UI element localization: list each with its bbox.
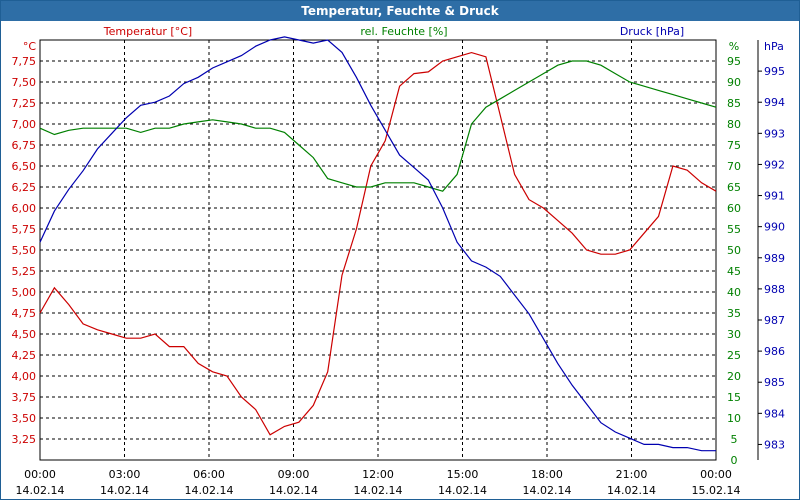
humidity-tick-label: 55 xyxy=(727,223,741,236)
temperature-tick-label: 6,75 xyxy=(12,139,37,152)
humidity-tick-label: 30 xyxy=(727,328,741,341)
humidity-tick-label: 45 xyxy=(727,265,741,278)
humidity-tick-label: 20 xyxy=(727,370,741,383)
pressure-tick-label: 995 xyxy=(764,65,785,78)
x-tick-time: 06:00 xyxy=(193,468,225,481)
humidity-unit-label: % xyxy=(729,40,739,53)
x-tick-date: 14.02.14 xyxy=(185,484,234,497)
x-tick-time: 12:00 xyxy=(362,468,394,481)
humidity-tick-label: 85 xyxy=(727,97,741,110)
pressure-tick-label: 992 xyxy=(764,158,785,171)
temperature-tick-label: 7,00 xyxy=(12,118,37,131)
humidity-tick-label: 10 xyxy=(727,412,741,425)
x-tick-date: 14.02.14 xyxy=(438,484,487,497)
chart-series xyxy=(39,36,717,452)
x-tick-date: 14.02.14 xyxy=(269,484,318,497)
chart-axis-labels: Temperatur [°C] rel. Feuchte [%] Druck [hP… xyxy=(103,25,684,38)
pressure-tick-label: 987 xyxy=(764,314,785,327)
pressure-tick-label: 983 xyxy=(764,438,785,451)
pressure-tick-label: 991 xyxy=(764,190,785,203)
temperature-tick-label: 6,25 xyxy=(12,181,37,194)
x-tick-time: 03:00 xyxy=(109,468,141,481)
temperature-tick-label: 5,50 xyxy=(12,244,37,257)
humidity-tick-label: 35 xyxy=(727,307,741,320)
x-tick-time: 00:00 xyxy=(24,468,56,481)
humidity-tick-label: 0 xyxy=(731,454,738,467)
humidity-axis-label: rel. Feuchte [%] xyxy=(360,25,447,38)
temperature-tick-label: 7,50 xyxy=(12,76,37,89)
humidity-tick-label: 95 xyxy=(727,55,741,68)
series-line-temperature xyxy=(39,51,717,436)
temperature-tick-label: 6,00 xyxy=(12,202,37,215)
temperature-axis-label: Temperatur [°C] xyxy=(103,25,192,38)
temperature-tick-label: 4,25 xyxy=(12,349,37,362)
humidity-tick-label: 80 xyxy=(727,118,741,131)
x-tick-date: 14.02.14 xyxy=(607,484,656,497)
series-line-humidity xyxy=(39,60,717,192)
x-tick-time: 09:00 xyxy=(278,468,310,481)
temperature-tick-label: 5,25 xyxy=(12,265,37,278)
x-tick-time: 15:00 xyxy=(447,468,479,481)
pressure-tick-label: 994 xyxy=(764,96,785,109)
temperature-tick-label: 6,50 xyxy=(12,160,37,173)
humidity-tick-label: 40 xyxy=(727,286,741,299)
humidity-tick-label: 60 xyxy=(727,202,741,215)
temperature-tick-label: 5,75 xyxy=(12,223,37,236)
humidity-tick-label: 25 xyxy=(727,349,741,362)
window-title: Temperatur, Feuchte & Druck xyxy=(1,1,799,21)
x-tick-date: 15.02.14 xyxy=(692,484,741,497)
pressure-tick-label: 986 xyxy=(764,345,785,358)
pressure-axis-label: Druck [hPa] xyxy=(620,25,684,38)
chart-ticks: 0 5 10 15 20 25 30 35 40 45 50 55 60 65 70 75 80 85 90 95 3,… xyxy=(12,40,786,497)
humidity-tick-label: 75 xyxy=(727,139,741,152)
temperature-tick-label: 3,75 xyxy=(12,391,37,404)
pressure-tick-label: 984 xyxy=(764,407,785,420)
humidity-tick-label: 15 xyxy=(727,391,741,404)
humidity-tick-label: 5 xyxy=(731,433,738,446)
humidity-tick-label: 70 xyxy=(727,160,741,173)
temperature-tick-label: 3,25 xyxy=(12,433,37,446)
temperature-tick-label: 5,00 xyxy=(12,286,37,299)
pressure-unit-label: hPa xyxy=(764,40,784,53)
x-tick-time: 21:00 xyxy=(616,468,648,481)
series-line-pressure xyxy=(39,36,716,452)
x-tick-date: 14.02.14 xyxy=(523,484,572,497)
humidity-tick-label: 90 xyxy=(727,76,741,89)
temperature-tick-label: 7,75 xyxy=(12,55,37,68)
x-tick-date: 14.02.14 xyxy=(354,484,403,497)
pressure-tick-label: 988 xyxy=(764,283,785,296)
pressure-tick-label: 990 xyxy=(764,221,785,234)
x-tick-date: 14.02.14 xyxy=(100,484,149,497)
pressure-tick-label: 993 xyxy=(764,127,785,140)
x-tick-time: 00:00 xyxy=(700,468,732,481)
x-tick-time: 18:00 xyxy=(531,468,563,481)
temperature-tick-label: 7,25 xyxy=(12,97,37,110)
temperature-tick-label: 4,00 xyxy=(12,370,37,383)
temperature-tick-label: 4,75 xyxy=(12,307,37,320)
humidity-tick-label: 50 xyxy=(727,244,741,257)
chart-grid xyxy=(39,39,762,461)
humidity-tick-label: 65 xyxy=(727,181,741,194)
pressure-tick-label: 985 xyxy=(764,376,785,389)
temperature-tick-label: 3,50 xyxy=(12,412,37,425)
x-tick-date: 14.02.14 xyxy=(16,484,65,497)
temperature-tick-label: 4,50 xyxy=(12,328,37,341)
temperature-unit-label: °C xyxy=(23,40,37,53)
pressure-tick-label: 989 xyxy=(764,252,785,265)
